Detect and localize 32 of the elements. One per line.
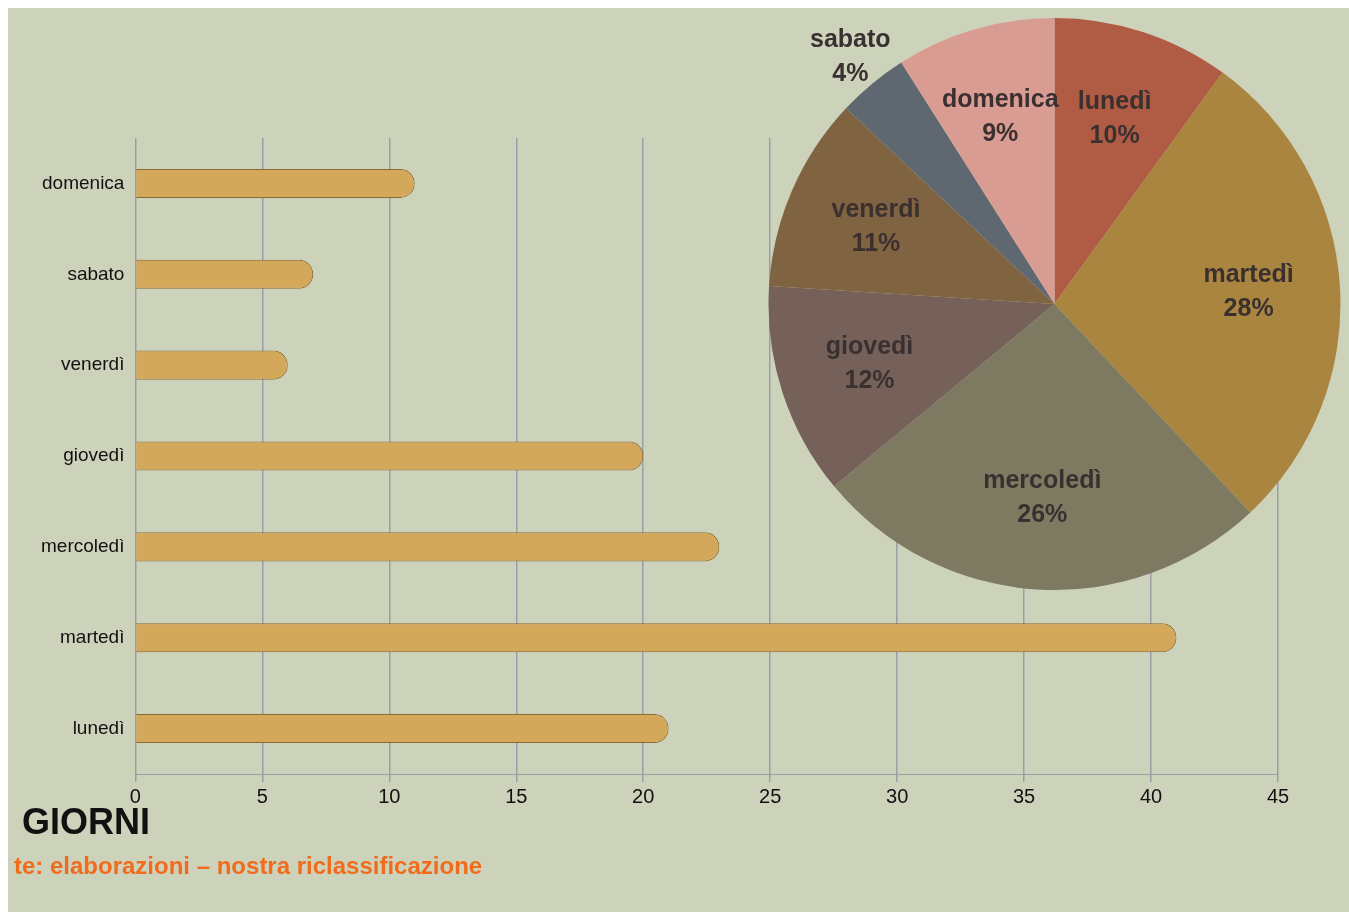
- x-tick-label: 45: [1266, 784, 1290, 807]
- x-tick-label: 5: [256, 784, 268, 807]
- x-tick-label: 0: [129, 784, 141, 807]
- y-tick-label: lunedì: [72, 716, 125, 738]
- slice-label: sabato: [810, 24, 891, 53]
- y-tick-label: mercoledì: [41, 535, 125, 557]
- data-label: 26%: [1017, 498, 1068, 527]
- data-label: 12%: [844, 364, 895, 393]
- data-label: 10%: [1089, 119, 1140, 148]
- x-tick-label: 40: [1139, 784, 1163, 807]
- data-label: 9%: [982, 118, 1019, 147]
- y-tick-label: sabato: [67, 262, 125, 284]
- x-tick-label: 30: [886, 784, 909, 807]
- y-tick-label: giovedì: [63, 444, 125, 466]
- slice-label: domenica: [941, 84, 1060, 113]
- x-tick-label: 15: [505, 784, 528, 807]
- data-label: 4%: [832, 58, 869, 87]
- slice-label: mercoledì: [983, 464, 1102, 493]
- data-label: 28%: [1223, 292, 1274, 321]
- text: te: elaborazioni – nostra riclassificazione: [14, 852, 483, 879]
- x-tick-label: 35: [1012, 784, 1036, 807]
- y-tick-label: domenica: [42, 171, 125, 193]
- slice-label: lunedì: [1077, 85, 1152, 114]
- y-tick-label: martedì: [60, 625, 125, 647]
- x-tick-label: 10: [378, 784, 401, 807]
- data-label: 11%: [851, 227, 901, 256]
- slice-label: giovedì: [825, 330, 914, 359]
- x-tick-label: 20: [632, 784, 655, 807]
- slice-label: venerdì: [831, 193, 921, 222]
- slice-label: martedì: [1203, 258, 1294, 287]
- y-tick-label: venerdì: [61, 353, 125, 375]
- x-tick-label: 25: [759, 784, 782, 807]
